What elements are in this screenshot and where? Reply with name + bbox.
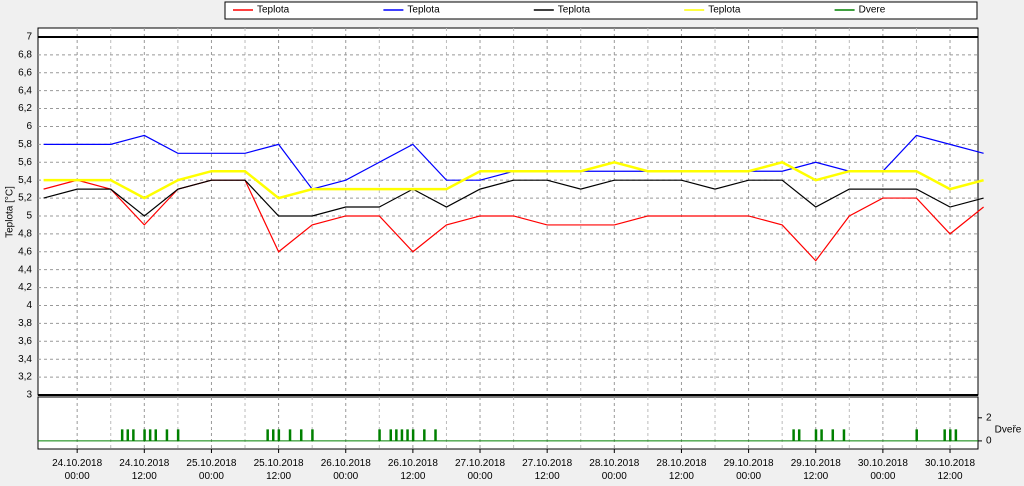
door-bar xyxy=(126,429,130,441)
y-tick-label: 6,8 xyxy=(18,49,32,60)
door-bar xyxy=(277,429,281,441)
legend-label: Teplota xyxy=(407,5,440,16)
door-bar xyxy=(423,429,426,441)
door-bar xyxy=(400,429,404,441)
door-bar xyxy=(272,429,275,441)
plot-area xyxy=(37,27,979,396)
door-bar xyxy=(406,429,409,441)
x-tick-label: 28.10.2018 12:00 xyxy=(656,458,707,482)
door-bar xyxy=(299,429,303,441)
x-tick-label: 28.10.2018 00:00 xyxy=(589,458,640,482)
door-bar xyxy=(165,429,169,441)
y-tick-label: 3,8 xyxy=(18,318,32,329)
y-tick-label: 5,6 xyxy=(18,157,32,168)
door-bar xyxy=(411,429,415,441)
y-tick-label: 6 xyxy=(26,121,32,132)
legend-label: Teplota xyxy=(257,5,290,16)
y-tick-label: 6,4 xyxy=(18,85,32,96)
door-bar xyxy=(434,429,437,441)
y-tick-label: 4,4 xyxy=(18,264,32,275)
door-bar xyxy=(831,429,835,441)
y-tick-label: 4,6 xyxy=(18,246,32,257)
y-tick-label: 3,2 xyxy=(18,372,32,383)
x-tick-label: 30.10.2018 00:00 xyxy=(857,458,908,482)
x-tick-label: 24.10.2018 12:00 xyxy=(119,458,170,482)
door-bar xyxy=(389,429,392,441)
door-bar xyxy=(176,429,180,441)
y-tick-label: 5,2 xyxy=(18,193,32,204)
x-tick-label: 25.10.2018 00:00 xyxy=(186,458,237,482)
x-tick-label: 26.10.2018 12:00 xyxy=(387,458,438,482)
y-tick-label: 4,2 xyxy=(18,282,32,293)
y-axis-label: Teplota [°C] xyxy=(5,186,16,238)
x-tick-label: 27.10.2018 12:00 xyxy=(522,458,573,482)
y-tick-label: 6,6 xyxy=(18,67,32,78)
door-bar xyxy=(395,429,398,441)
door-bar xyxy=(797,429,801,441)
legend-label: Teplota xyxy=(708,5,741,16)
x-tick-label: 27.10.2018 00:00 xyxy=(454,458,506,482)
door-bar xyxy=(154,429,157,441)
x-tick-label: 29.10.2018 12:00 xyxy=(790,458,841,482)
door-bar xyxy=(266,429,269,441)
y-tick-label: 6,2 xyxy=(18,103,32,114)
legend-label: Dvere xyxy=(859,5,886,16)
x-tick-label: 25.10.2018 12:00 xyxy=(253,458,304,482)
y-tick-label: 5,4 xyxy=(18,175,32,186)
door-bar xyxy=(915,429,918,441)
door-bar xyxy=(954,429,958,441)
y-tick-label: 3,4 xyxy=(18,354,32,365)
door-bar xyxy=(132,429,135,441)
door-bar xyxy=(949,429,952,441)
y2-tick-label: 2 xyxy=(986,412,992,423)
door-bar xyxy=(943,429,946,441)
y2-tick-label: 0 xyxy=(986,436,992,447)
x-tick-label: 24.10.2018 00:00 xyxy=(52,458,103,482)
y-tick-label: 5 xyxy=(26,211,32,222)
x-tick-label: 30.10.2018 12:00 xyxy=(924,458,976,482)
door-bar xyxy=(120,429,124,441)
door-bar xyxy=(288,429,292,441)
legend-box xyxy=(224,1,978,20)
y-tick-label: 4,8 xyxy=(18,229,32,240)
series-line xyxy=(43,160,984,200)
door-bar xyxy=(378,429,381,441)
series-line xyxy=(43,179,984,217)
x-tick-label: 26.10.2018 00:00 xyxy=(320,458,371,482)
door-bar xyxy=(143,429,146,441)
door-bar xyxy=(814,429,818,441)
door-bar xyxy=(820,429,823,441)
legend-label: Teplota xyxy=(558,5,591,16)
door-bar xyxy=(311,429,314,441)
y-tick-label: 3,6 xyxy=(18,336,32,347)
door-bar xyxy=(842,429,846,441)
door-bar xyxy=(148,429,152,441)
door-bar xyxy=(792,429,795,441)
y-tick-label: 7 xyxy=(26,32,32,43)
y-tick-label: 3 xyxy=(26,390,32,401)
y-tick-label: 5,8 xyxy=(18,139,32,150)
door-axis-label: Dveře xyxy=(995,425,1022,436)
x-tick-label: 29.10.2018 00:00 xyxy=(723,458,774,482)
y-tick-label: 4 xyxy=(26,300,32,311)
